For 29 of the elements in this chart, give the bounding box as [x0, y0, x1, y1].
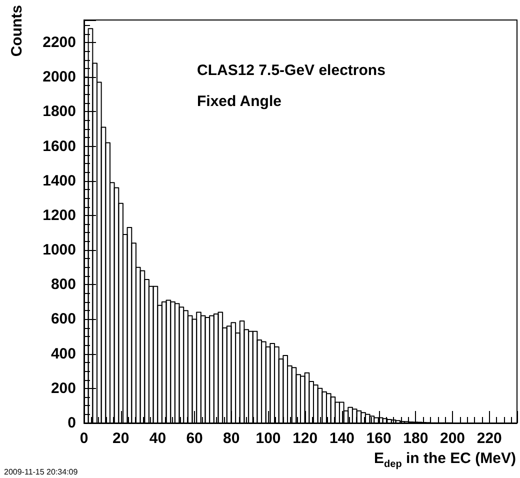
y-tick-label: 1000: [42, 242, 76, 259]
x-tick-label: 220: [476, 430, 502, 447]
x-tick-label: 60: [186, 430, 203, 447]
x-tick-label: 140: [329, 430, 354, 447]
x-tick-label: 100: [256, 430, 281, 447]
x-tick-label: 0: [80, 430, 88, 447]
y-tick-label: 1600: [42, 138, 76, 155]
x-tick-label: 160: [366, 430, 392, 447]
x-tick-label: 120: [292, 430, 318, 447]
text: CLAS12 7.5-GeV electrons: [197, 62, 386, 79]
y-tick-label: 200: [50, 380, 76, 397]
x-tick-label: 200: [440, 430, 466, 447]
text: 2009-11-15 20:34:09: [4, 468, 78, 476]
y-tick-label: 1800: [42, 103, 76, 120]
x-axis-title: E$_{dep}$ in the EC (MeV): [374, 450, 516, 472]
y-tick-label: 400: [50, 345, 76, 362]
x-tick-label: 40: [149, 430, 166, 447]
y-tick-label: 600: [50, 310, 76, 328]
text: Fixed Angle: [197, 93, 282, 110]
y-tick-label: 1200: [42, 206, 76, 224]
y-tick-label: 0: [68, 414, 76, 432]
x-tick-label: 180: [403, 430, 428, 447]
y-tick-label: 1400: [42, 172, 76, 190]
y-axis-title: Counts: [8, 5, 26, 57]
y-tick-label: 800: [50, 276, 76, 294]
y-tick-label: 2000: [42, 68, 76, 86]
x-tick-label: 80: [223, 430, 240, 447]
x-tick-label: 20: [112, 430, 130, 447]
y-tick-label: 2200: [42, 34, 76, 51]
